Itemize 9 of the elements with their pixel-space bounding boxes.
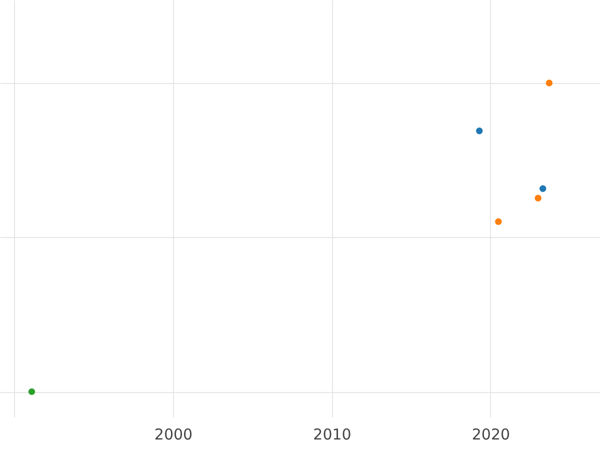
point	[534, 194, 542, 202]
point	[546, 80, 553, 86]
point	[495, 218, 502, 225]
x-tick-label: 2000	[154, 426, 193, 444]
point	[476, 128, 483, 134]
point	[28, 388, 36, 396]
x-tick-label: 2010	[313, 426, 352, 444]
x-tick-label: 2020	[472, 426, 510, 444]
point	[540, 185, 546, 192]
